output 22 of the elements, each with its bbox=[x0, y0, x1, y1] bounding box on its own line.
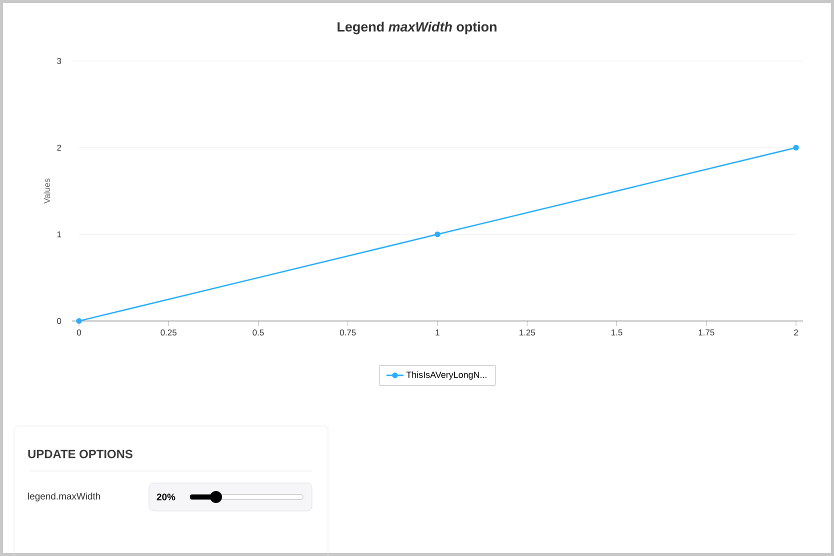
x-tick-label: 2 bbox=[794, 330, 798, 336]
y-tick-label: 3 bbox=[57, 58, 62, 64]
point bbox=[76, 318, 82, 324]
x-tick-label: 0.75 bbox=[340, 330, 356, 336]
x-tick-label: 1.75 bbox=[698, 330, 714, 336]
x-tick-label: 1.5 bbox=[612, 330, 622, 336]
chart-title: Legend maxWidth option bbox=[338, 22, 496, 34]
x-tick-label: 0 bbox=[76, 330, 82, 336]
point bbox=[434, 231, 440, 238]
y-tick-label: 0 bbox=[57, 318, 62, 324]
y-axis-title: Values bbox=[44, 178, 50, 204]
x-tick-label: 0.5 bbox=[252, 330, 264, 336]
x-tick-label: 1 bbox=[436, 330, 440, 336]
y-tick-label: 2 bbox=[57, 144, 62, 151]
x-tick-label: 0.25 bbox=[160, 330, 177, 336]
legend-label: ThisIsAVeryLongN... bbox=[406, 371, 486, 380]
y-tick-label: 1 bbox=[57, 231, 62, 238]
point bbox=[793, 144, 799, 151]
x-tick-label: 1.25 bbox=[520, 330, 536, 336]
text: UPDATE OPTIONS bbox=[28, 450, 132, 458]
text: 20% bbox=[156, 494, 176, 500]
text: legend.maxWidth bbox=[28, 492, 100, 502]
